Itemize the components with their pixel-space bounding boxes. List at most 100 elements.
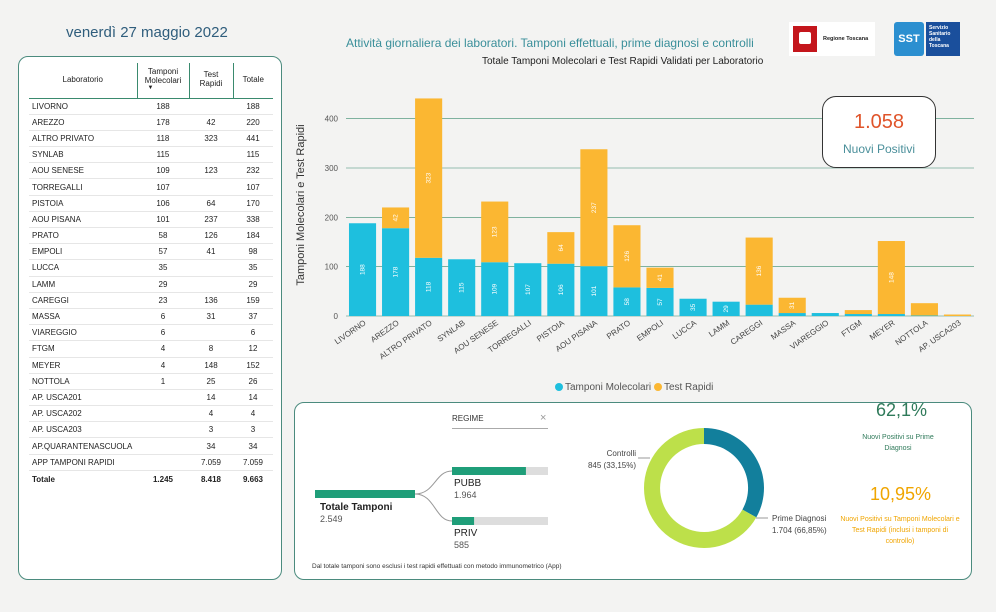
table-row[interactable]: PRATO 58 126 184 [29,227,273,245]
x-tick-label: LIVORNO [333,318,368,346]
cell-tamponi [137,405,189,423]
bar-molecolari [514,263,542,316]
y-tick-label: 100 [325,263,339,272]
table-row[interactable]: AP. USCA203 3 3 [29,421,273,439]
cell-test-rapidi: 7.059 [189,454,233,471]
cell-tamponi: 109 [137,162,189,180]
cell-laboratorio: PISTOIA [29,195,137,212]
table-row[interactable]: CAREGGI 23 136 159 [29,292,273,309]
bar-molecolari [844,314,872,316]
x-tick-label: LAMM [707,318,731,339]
sst-logo-text: Servizio Sanitario della Toscana [926,22,960,56]
table-row[interactable]: SYNLAB 115 115 [29,146,273,164]
cell-totale: 152 [233,357,273,374]
cell-tamponi [137,454,189,471]
cell-laboratorio: NOTTOLA [29,373,137,390]
table-row[interactable]: TORREGALLI 107 107 [29,178,273,196]
cell-test-rapidi [189,324,233,342]
y-tick-label: 400 [325,115,339,124]
regime-filter-label[interactable]: REGIME [452,414,484,423]
table-row[interactable]: LUCCA 35 35 [29,259,273,277]
table-row[interactable]: MEYER 4 148 152 [29,357,273,374]
table-row[interactable]: FTGM 4 8 12 [29,340,273,358]
bar-molecolari [646,287,674,316]
footnote: Dal totale tamponi sono esclusi i test r… [312,563,562,570]
cell-laboratorio: TORREGALLI [29,178,137,196]
cell-laboratorio: AOU PISANA [29,211,137,229]
cell-test-rapidi [189,276,233,293]
table-row[interactable]: AOU PISANA 101 237 338 [29,211,273,229]
pct-prime-diagnosi-value: 62,1% [876,400,928,420]
cell-laboratorio: AREZZO [29,114,137,131]
col-header-totale[interactable]: Totale [232,63,273,99]
cell-tamponi: 58 [137,227,189,245]
table-row[interactable]: LAMM 29 29 [29,276,273,293]
close-icon[interactable]: × [540,412,547,424]
table-row[interactable]: AP. USCA201 14 14 [29,389,273,407]
cell-test-rapidi: 237 [189,211,233,229]
bar-data-label: 107 [525,284,532,295]
cell-test-rapidi: 42 [189,114,233,131]
bar-molecolari [712,301,740,316]
total-cell: 1.245 [137,469,189,489]
table-row[interactable]: VIAREGGIO 6 6 [29,324,273,342]
col-header-tamponi[interactable]: Tamponi Molecolari ▼ [136,63,189,99]
table-row[interactable]: PISTOIA 106 64 170 [29,195,273,212]
cell-totale: 34 [233,437,273,455]
pct-tamponi-label: Nuovi Positivi su Tamponi Molecolari e T… [840,516,960,545]
cell-laboratorio: CAREGGI [29,292,137,309]
donut-value-controlli: 845 (33,15%) [588,461,636,470]
cell-totale: 12 [233,340,273,358]
pct-prime-diagnosi-label: Nuovi Positivi su Prime Diagnosi [862,434,934,452]
cell-tamponi: 6 [137,324,189,342]
donut-slice-controlli [704,428,764,518]
cell-totale: 188 [233,98,273,115]
bar-data-label: 188 [360,264,367,275]
bar-data-label: 41 [657,274,664,282]
bar-data-label: 35 [690,303,697,311]
bar-data-label: 118 [426,281,433,292]
col-header-tamponi-label: Tamponi Molecolari [144,67,182,86]
cell-tamponi: 118 [137,130,189,148]
cell-test-rapidi: 25 [189,373,233,390]
donut-value-prime-diagnosi: 1.704 (66,85%) [772,526,827,535]
bar-data-label: 237 [591,202,598,213]
cell-laboratorio: EMPOLI [29,243,137,261]
bar-molecolari [580,266,608,316]
y-tick-label: 300 [325,164,339,173]
table-row[interactable]: AOU SENESE 109 123 232 [29,162,273,180]
table-row[interactable]: MASSA 6 31 37 [29,308,273,326]
cell-totale: 14 [233,389,273,407]
table-row[interactable]: ALTRO PRIVATO 118 323 441 [29,130,273,148]
table-row[interactable]: AP.QUARANTENASCUOLA 34 34 [29,437,273,455]
cell-tamponi: 115 [137,146,189,164]
table-row[interactable]: EMPOLI 57 41 98 [29,243,273,261]
bar-data-label: 58 [624,298,631,306]
donut-label-prime-diagnosi: Prime Diagnosi [772,514,826,523]
legend-item-molecolari[interactable]: Tamponi Molecolari [555,382,651,393]
bar-molecolari [811,313,839,316]
cell-laboratorio: LIVORNO [29,98,137,115]
bar-data-label: 64 [558,244,565,252]
regione-toscana-logo: Regione Toscana [789,22,875,56]
cell-tamponi: 4 [137,357,189,374]
bar-molecolari [679,298,707,316]
bar-test-rapidi [382,207,410,229]
legend-label-molecolari: Tamponi Molecolari [565,382,652,393]
cell-test-rapidi: 8 [189,340,233,358]
bar-data-label: 101 [591,285,598,296]
cell-totale: 4 [233,405,273,423]
table-row[interactable]: AP. USCA202 4 4 [29,405,273,423]
table-row[interactable]: NOTTOLA 1 25 26 [29,373,273,390]
table-row[interactable]: APP TAMPONI RAPIDI 7.059 7.059 [29,454,273,471]
bar-test-rapidi [943,314,972,316]
col-header-test-rapidi[interactable]: Test Rapidi [188,63,233,99]
legend-item-rapidi[interactable]: Test Rapidi [653,382,713,393]
table-row[interactable]: AREZZO 178 42 220 [29,114,273,131]
cell-test-rapidi: 3 [189,421,233,439]
col-header-laboratorio[interactable]: Laboratorio [29,63,137,99]
cell-totale: 37 [233,308,273,326]
cell-laboratorio: PRATO [29,227,137,245]
branch-bar [452,517,475,525]
table-row[interactable]: LIVORNO 188 188 [29,98,273,115]
